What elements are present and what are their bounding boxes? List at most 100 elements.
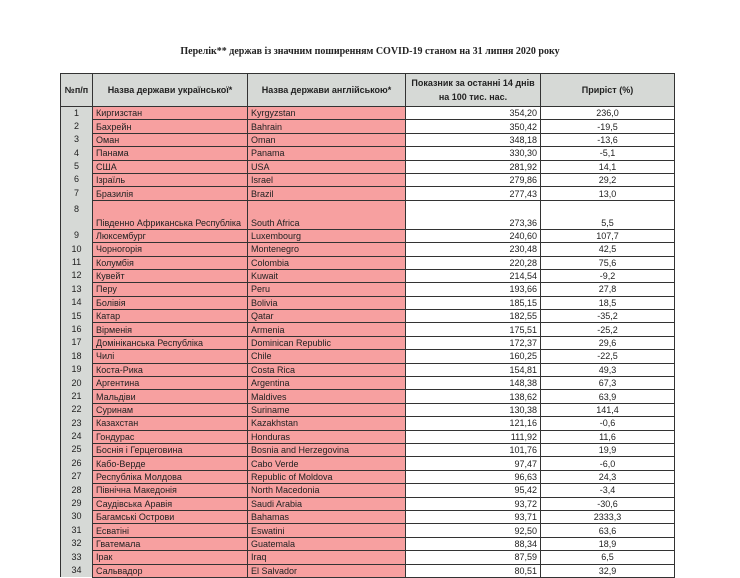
row-number: 2 (60, 119, 93, 134)
growth-value: 19,9 (540, 442, 675, 458)
row-number: 19 (60, 363, 93, 377)
row-number: 9 (60, 229, 93, 243)
table-row: 3 Оман Oman 348,18 -13,6 (60, 132, 675, 148)
english-name: Brazil (247, 186, 406, 201)
english-name: Luxembourg (247, 228, 406, 244)
table-row: 31 Есватіні Eswatini 92,50 63,6 (60, 523, 675, 538)
row-number: 28 (60, 483, 93, 498)
row-number: 18 (60, 349, 93, 364)
indicator-value: 121,16 (405, 416, 541, 431)
indicator-value: 130,38 (405, 402, 541, 418)
english-name: Bahrain (247, 119, 406, 134)
ukrainian-name: Кувейт (92, 268, 248, 284)
row-number: 15 (60, 309, 93, 323)
english-name: Armenia (247, 322, 406, 337)
row-number: 17 (60, 336, 93, 350)
growth-value: 6,5 (540, 550, 675, 565)
ukrainian-name: Північна Македонія (92, 483, 248, 498)
english-name: Bahamas (247, 509, 406, 525)
row-number: 24 (60, 430, 93, 444)
table-row: 20 Аргентина Argentina 148,38 67,3 (60, 376, 675, 391)
ukrainian-name: Чорногорія (92, 242, 248, 257)
header-indicator: Показник за останні 14 днів на 100 тис. … (405, 73, 541, 107)
indicator-value: 354,20 (405, 105, 541, 121)
indicator-value: 95,42 (405, 483, 541, 498)
ukrainian-name: Південно Африканська Республіка (92, 199, 248, 230)
indicator-value: 214,54 (405, 268, 541, 284)
table-row: 13 Перу Peru 193,66 27,8 (60, 282, 675, 297)
table-row: 34 Сальвадор El Salvador 80,51 32,9 (60, 563, 675, 578)
ukrainian-name: Оман (92, 132, 248, 148)
growth-value: 67,3 (540, 376, 675, 391)
indicator-value: 185,15 (405, 295, 541, 311)
row-number: 26 (60, 456, 93, 471)
growth-value: 42,5 (540, 242, 675, 257)
indicator-value: 148,38 (405, 376, 541, 391)
growth-value: 32,9 (540, 563, 675, 578)
indicator-value: 193,66 (405, 282, 541, 297)
growth-value: 27,8 (540, 282, 675, 297)
english-name: Saudi Arabia (247, 496, 406, 511)
indicator-value: 350,42 (405, 119, 541, 134)
table-row: 15 Катар Qatar 182,55 -35,2 (60, 309, 675, 324)
english-name: Guatemala (247, 536, 406, 552)
indicator-value: 230,48 (405, 242, 541, 257)
table-row: 22 Суринам Suriname 130,38 141,4 (60, 402, 675, 418)
row-number: 14 (60, 296, 93, 310)
ukrainian-name: Есватіні (92, 523, 248, 538)
row-number: 34 (60, 564, 93, 578)
indicator-value: 281,92 (405, 159, 541, 174)
header-english-name: Назва держави англійською* (247, 73, 406, 107)
growth-value: 63,9 (540, 389, 675, 404)
row-number: 32 (60, 537, 93, 551)
indicator-value: 277,43 (405, 186, 541, 201)
ukrainian-name: Люксембург (92, 228, 248, 244)
row-number: 33 (60, 550, 93, 564)
ukrainian-name: Домініканська Республіка (92, 335, 248, 351)
growth-value: 18,9 (540, 536, 675, 552)
table-row: 11 Колумбія Colombia 220,28 75,6 (60, 255, 675, 270)
growth-value: 29,2 (540, 172, 675, 188)
growth-value: 29,6 (540, 335, 675, 351)
indicator-value: 101,76 (405, 442, 541, 458)
table-row: 6 Ізраїль Israel 279,86 29,2 (60, 172, 675, 188)
growth-value: -35,2 (540, 309, 675, 324)
english-name: North Macedonia (247, 483, 406, 498)
row-number: 20 (60, 376, 93, 390)
growth-value: 24,3 (540, 469, 675, 485)
table-row: 32 Гватемала Guatemala 88,34 18,9 (60, 536, 675, 552)
english-name: Costa Rica (247, 362, 406, 378)
growth-value: -9,2 (540, 268, 675, 284)
row-number: 11 (60, 256, 93, 270)
indicator-value: 240,60 (405, 228, 541, 244)
growth-value: 236,0 (540, 105, 675, 121)
table-row: 9 Люксембург Luxembourg 240,60 107,7 (60, 228, 675, 244)
row-number: 10 (60, 242, 93, 257)
english-name: Bolivia (247, 295, 406, 311)
ukrainian-name: Киргизстан (92, 105, 248, 121)
table-row: 18 Чилі Chile 160,25 -22,5 (60, 349, 675, 364)
indicator-value: 93,72 (405, 496, 541, 511)
row-number: 4 (60, 146, 93, 161)
ukrainian-name: Панама (92, 146, 248, 161)
growth-value: -0,6 (540, 416, 675, 431)
row-number: 7 (60, 186, 93, 201)
ukrainian-name: Катар (92, 309, 248, 324)
growth-value: 107,7 (540, 228, 675, 244)
english-name: Montenegro (247, 242, 406, 257)
ukrainian-name: Багамські Острови (92, 509, 248, 525)
row-number: 23 (60, 416, 93, 431)
indicator-value: 138,62 (405, 389, 541, 404)
row-number: 6 (60, 173, 93, 187)
table-row: 17 Домініканська Республіка Dominican Repu… (60, 335, 675, 351)
growth-value: -13,6 (540, 132, 675, 148)
row-number: 21 (60, 389, 93, 404)
english-name: Eswatini (247, 523, 406, 538)
growth-value: 63,6 (540, 523, 675, 538)
header-ukrainian-name: Назва держави української* (92, 73, 248, 107)
english-name: Israel (247, 172, 406, 188)
row-number: 30 (60, 510, 93, 524)
growth-value: -6,0 (540, 456, 675, 471)
table-row: 10 Чорногорія Montenegro 230,48 42,5 (60, 242, 675, 257)
english-name: Colombia (247, 255, 406, 270)
